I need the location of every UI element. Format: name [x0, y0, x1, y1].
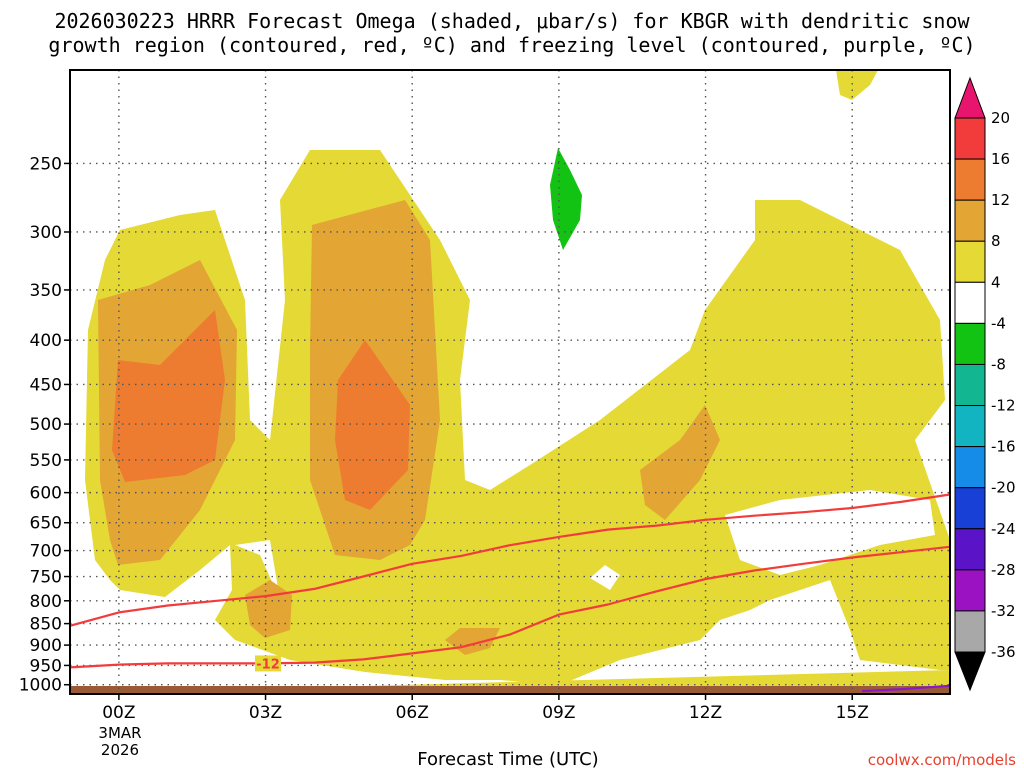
- colorbar-label: 4: [991, 273, 1001, 291]
- colorbar-label: 20: [991, 109, 1010, 127]
- omega-neutral-hole-1: [235, 540, 280, 600]
- chart-title-line-1: 2026030223 HRRR Forecast Omega (shaded, …: [54, 9, 970, 33]
- x-tick-label: 15Z: [836, 703, 869, 723]
- omega-12-16-region-a: [112, 310, 225, 482]
- red-contour-upper: [70, 493, 950, 627]
- colorbar-swatch: [954, 158, 986, 201]
- omega-neutral-hole-2: [590, 565, 620, 590]
- colorbar-label: 12: [991, 191, 1010, 209]
- colorbar-label: 16: [991, 150, 1010, 168]
- colorbar-label: -28: [991, 561, 1016, 579]
- y-tick-label: 300: [30, 223, 62, 243]
- y-tick-label: 1000: [19, 676, 62, 696]
- x-tick-label: 00Z: [102, 703, 135, 723]
- omega-12-16-region-b: [335, 340, 410, 510]
- y-tick-label: 700: [30, 542, 62, 562]
- colorbar-swatch: [954, 528, 986, 571]
- purple-freezing-contour: [861, 684, 950, 693]
- y-tick-label: 800: [30, 592, 62, 612]
- y-tick-label: 250: [30, 154, 62, 174]
- y-tick-label: 750: [30, 568, 62, 588]
- y-tick-label: 400: [30, 331, 62, 351]
- red-contour-lower: [70, 545, 950, 669]
- x-date-label-month: 3MAR: [98, 724, 141, 742]
- y-tick-label: 950: [30, 656, 62, 676]
- y-tick-label: 850: [30, 615, 62, 635]
- colorbar-label: -16: [991, 438, 1016, 456]
- y-tick-label: 450: [30, 375, 62, 395]
- credit-text: coolwx.com/models: [868, 751, 1016, 768]
- colorbar-bottom-arrow: [954, 651, 986, 692]
- y-tick-label: 350: [30, 281, 62, 301]
- colorbar-label: -8: [991, 355, 1006, 373]
- colorbar-swatch: [954, 322, 986, 365]
- x-tick-label: 03Z: [249, 703, 282, 723]
- colorbar-label: -4: [991, 314, 1006, 332]
- colorbar-label: 8: [991, 232, 1001, 250]
- omega-4-8-region: [70, 150, 950, 694]
- x-tick-label: 06Z: [396, 703, 429, 723]
- contours: -12: [70, 493, 950, 693]
- colorbar-swatch: [954, 569, 986, 612]
- x-date-label-year: 2026: [101, 741, 139, 759]
- omega-4-8-region-top-right: [836, 70, 878, 100]
- y-tick-label: 600: [30, 484, 62, 504]
- colorbar-label: -36: [991, 643, 1016, 661]
- omega-neg4-neg8-region: [550, 148, 582, 250]
- colorbar-label: -24: [991, 520, 1016, 538]
- colorbar-swatch: [954, 363, 986, 407]
- contour-label-bg: [255, 655, 281, 672]
- y-tick-label: 500: [30, 415, 62, 435]
- colorbar-label: -32: [991, 602, 1016, 620]
- contour-label: -12: [256, 657, 280, 672]
- omega-neutral-hole-3: [725, 490, 935, 575]
- terrain-strip: [70, 686, 950, 694]
- plot-frame: [69, 69, 951, 695]
- omega-shading: [70, 70, 950, 694]
- colorbar-label: -20: [991, 479, 1016, 497]
- x-axis-ticks: 00Z 03Z 06Z 09Z 12Z 15Z: [102, 694, 869, 723]
- y-tick-label: 550: [30, 451, 62, 471]
- colorbar-label: -12: [991, 397, 1016, 415]
- colorbar-swatch: [954, 446, 986, 489]
- colorbar-swatch: [954, 405, 986, 448]
- colorbar-swatch: [954, 199, 986, 242]
- chart-title-line-2: growth region (contoured, red, ºC) and f…: [48, 33, 976, 57]
- colorbar-swatch: [954, 610, 986, 653]
- colorbar-swatch: [954, 117, 986, 160]
- y-tick-label: 900: [30, 636, 62, 656]
- grid: [70, 70, 950, 694]
- colorbar-swatch: [954, 281, 986, 324]
- colorbar-swatch: [954, 487, 986, 530]
- x-axis-label: Forecast Time (UTC): [417, 749, 598, 768]
- x-tick-label: 09Z: [542, 703, 575, 723]
- colorbar-top-arrow: [954, 76, 986, 119]
- y-axis-ticks: 2503003504004505005506006507007508008509…: [19, 154, 70, 696]
- y-tick-label: 650: [30, 514, 62, 534]
- omega-8-12-region-d: [640, 405, 720, 520]
- colorbar-swatch: [954, 240, 986, 283]
- x-tick-label: 12Z: [689, 703, 722, 723]
- colorbar: 20 16 12 8 4 -4 -8 -12 -16 -20 -24 -28 -32 -36: [954, 76, 1016, 692]
